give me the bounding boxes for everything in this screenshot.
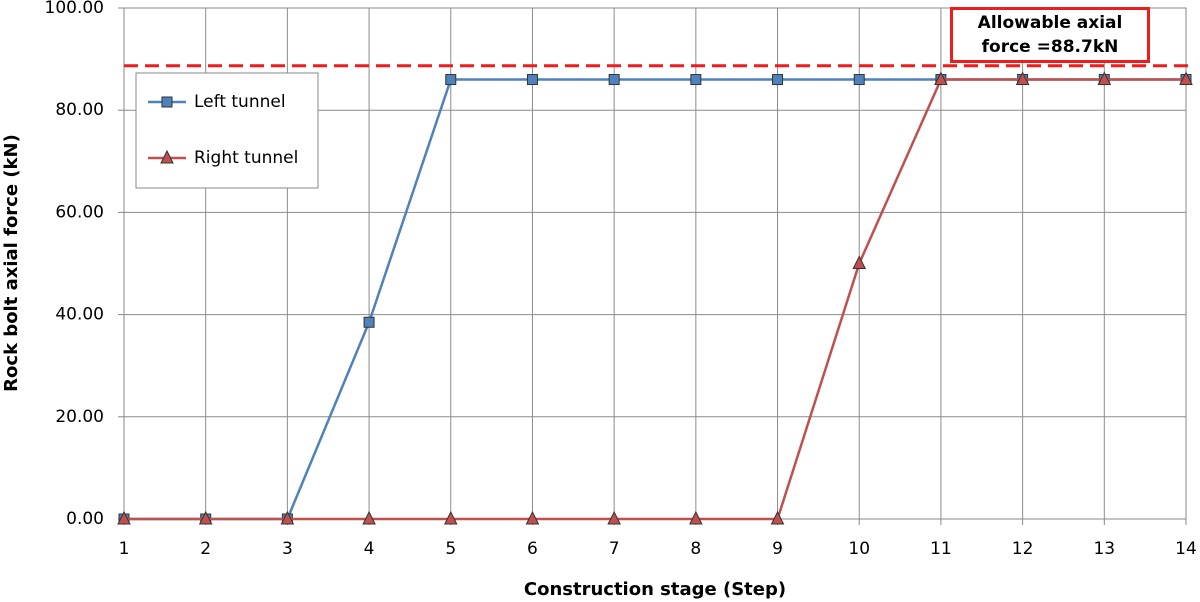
data-point xyxy=(1179,71,1193,86)
x-tick-label: 2 xyxy=(200,539,211,559)
data-point xyxy=(445,74,457,86)
data-point xyxy=(362,510,376,525)
data-point xyxy=(198,510,213,525)
data-point xyxy=(772,74,784,86)
x-tick-label: 4 xyxy=(364,539,375,559)
x-tick-label: 7 xyxy=(609,539,620,559)
x-tick-label: 12 xyxy=(1012,539,1034,559)
y-tick-label: 40.00 xyxy=(55,305,104,325)
data-point xyxy=(363,316,375,328)
legend-box xyxy=(135,72,319,189)
legend-label: Left tunnel xyxy=(194,92,286,112)
data-point xyxy=(690,74,702,86)
x-axis-title: Construction stage (Step) xyxy=(524,579,786,600)
data-point xyxy=(117,510,131,525)
x-tick-label: 13 xyxy=(1093,539,1115,559)
x-tick-label: 11 xyxy=(930,539,952,559)
y-tick-label: 60.00 xyxy=(55,202,104,222)
data-point xyxy=(607,510,621,525)
series-line xyxy=(124,78,1186,521)
y-tick-label: 0.00 xyxy=(66,509,104,529)
threshold-annotation: Allowable axial force =88.7kN xyxy=(950,7,1150,63)
data-point xyxy=(280,510,295,525)
y-axis-title: Rock bolt axial force (kN) xyxy=(1,134,22,392)
data-point xyxy=(1097,71,1112,86)
x-tick-label: 10 xyxy=(848,539,870,559)
y-tick-label: 80.00 xyxy=(55,100,104,120)
data-point xyxy=(770,510,785,525)
data-point xyxy=(525,510,540,525)
data-point xyxy=(934,71,948,86)
data-point xyxy=(443,510,458,525)
y-tick-label: 20.00 xyxy=(55,407,104,427)
data-point xyxy=(1015,71,1030,86)
data-point xyxy=(689,510,703,525)
legend-label: Right tunnel xyxy=(194,148,298,168)
y-tick-label: 100.00 xyxy=(45,0,104,18)
data-point xyxy=(853,74,865,86)
x-tick-label: 5 xyxy=(445,539,456,559)
x-tick-label: 1 xyxy=(119,539,130,559)
legend-marker xyxy=(160,149,174,164)
x-tick-label: 8 xyxy=(690,539,701,559)
legend-marker xyxy=(161,96,173,108)
data-point xyxy=(608,74,620,86)
data-point xyxy=(526,74,538,86)
x-tick-label: 6 xyxy=(527,539,538,559)
legend: Left tunnel Right tunnel xyxy=(135,72,319,189)
x-tick-label: 3 xyxy=(282,539,293,559)
x-tick-label: 14 xyxy=(1175,539,1197,559)
data-point xyxy=(852,255,867,269)
x-tick-label: 9 xyxy=(772,539,783,559)
